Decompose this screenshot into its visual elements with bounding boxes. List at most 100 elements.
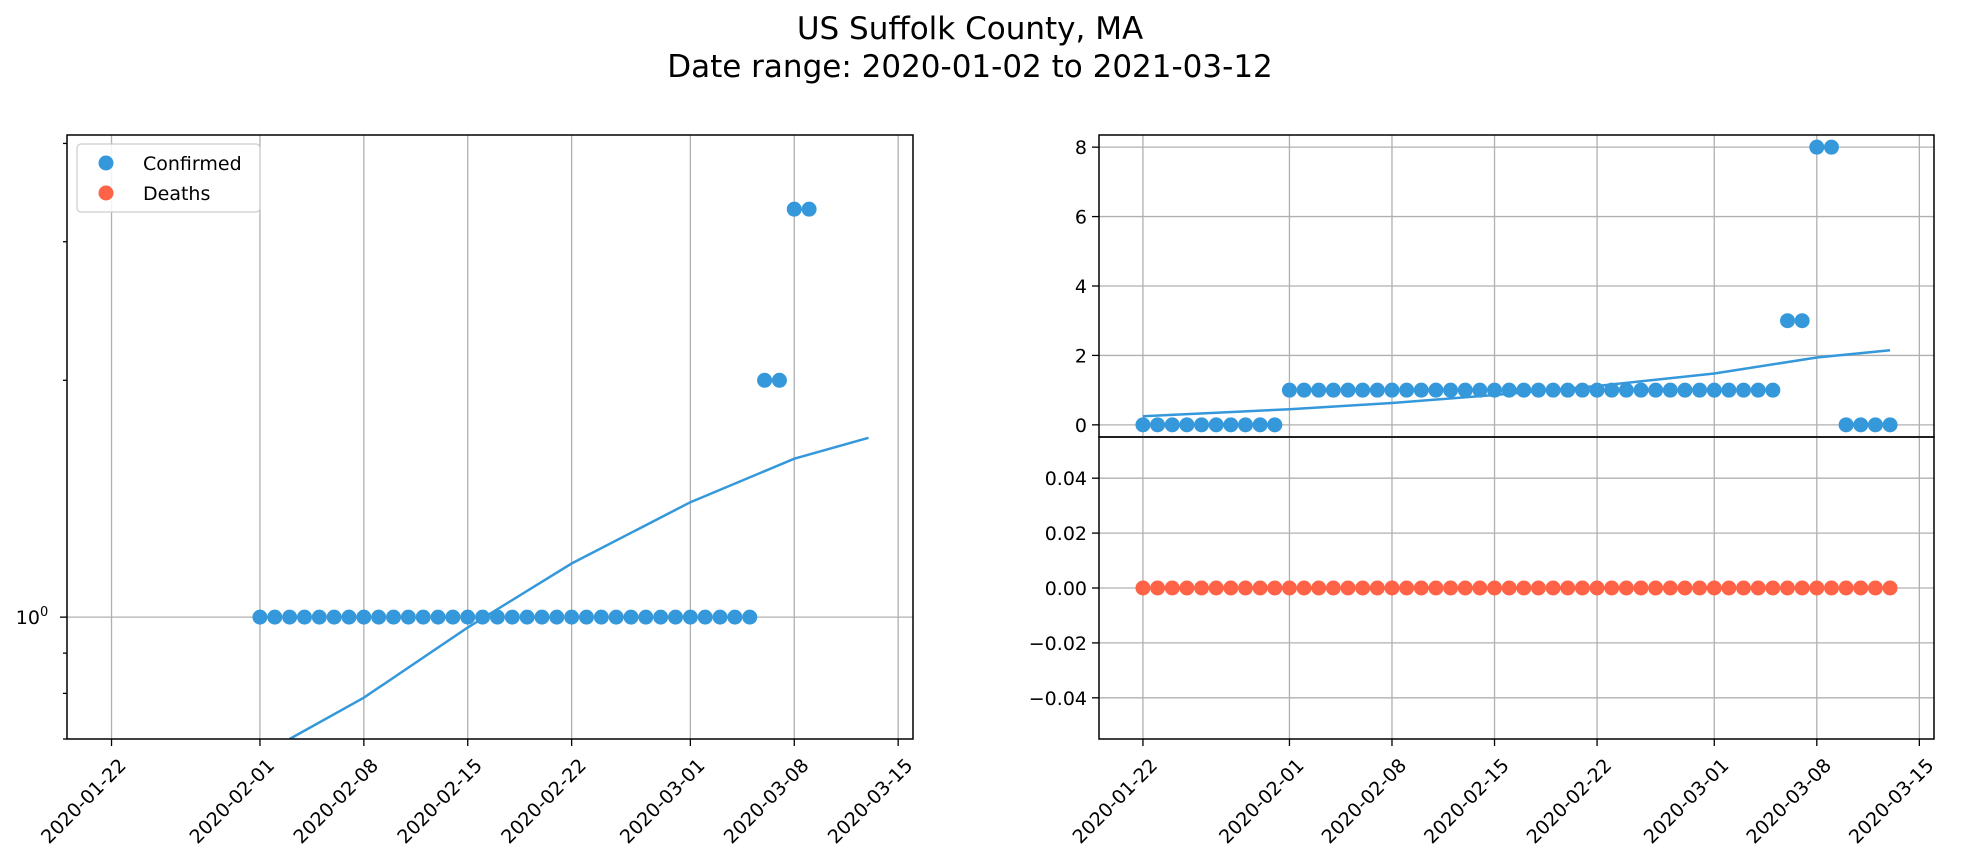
right-top-confirmed-point bbox=[1194, 417, 1210, 433]
right-top-confirmed-point bbox=[1530, 382, 1546, 398]
right-top-confirmed-point bbox=[1794, 313, 1810, 329]
right-bottom-deaths-point bbox=[1194, 580, 1210, 596]
right-bottom-deaths-point bbox=[1794, 580, 1810, 596]
right-bottom-deaths-point bbox=[1369, 580, 1385, 596]
left-trend-line-path bbox=[288, 436, 869, 739]
right-bottom-y-tick-label: 0.04 bbox=[1045, 468, 1087, 490]
right-top-confirmed-point bbox=[1252, 417, 1268, 433]
right-bottom-deaths-point bbox=[1252, 580, 1268, 596]
legend-deaths-marker bbox=[98, 185, 114, 201]
right-top-y-tick-label: 2 bbox=[1075, 345, 1087, 367]
right-bottom-deaths-point bbox=[1355, 580, 1371, 596]
right-top-confirmed-point bbox=[1457, 382, 1473, 398]
left-confirmed-point bbox=[578, 609, 594, 625]
right-bottom-deaths-point bbox=[1721, 580, 1737, 596]
right-bottom-deaths-point bbox=[1296, 580, 1312, 596]
left-confirmed-point bbox=[326, 609, 342, 625]
right-top-y-tick-label: 6 bbox=[1075, 207, 1087, 229]
right-top-confirmed-point bbox=[1867, 417, 1883, 433]
right-top-confirmed-point bbox=[1838, 417, 1854, 433]
legend-confirmed-marker bbox=[98, 155, 114, 171]
right-bottom-deaths-point bbox=[1633, 580, 1649, 596]
right-top-confirmed-point bbox=[1882, 417, 1898, 433]
right-top-confirmed-point bbox=[1208, 417, 1224, 433]
left-trend-line bbox=[288, 436, 869, 739]
right-bottom-deaths-point bbox=[1545, 580, 1561, 596]
left-confirmed-point bbox=[668, 609, 684, 625]
right-top-confirmed-point bbox=[1325, 382, 1341, 398]
right-bottom-deaths-point bbox=[1164, 580, 1180, 596]
right-top-confirmed-point bbox=[1692, 382, 1708, 398]
right-top-confirmed-point bbox=[1399, 382, 1415, 398]
right-bottom-y-tick-label: 0.00 bbox=[1045, 578, 1087, 600]
right-top-confirmed-points bbox=[1135, 139, 1898, 433]
right-bottom-deaths-point bbox=[1208, 580, 1224, 596]
right-bottom-deaths-point bbox=[1384, 580, 1400, 596]
left-y-tick-exponent: 0 bbox=[40, 605, 48, 620]
right-top-confirmed-point bbox=[1589, 382, 1605, 398]
right-top-confirmed-point bbox=[1340, 382, 1356, 398]
legend-box bbox=[76, 143, 261, 213]
left-confirmed-point bbox=[400, 609, 416, 625]
left-confirmed-point bbox=[771, 372, 787, 388]
right-bottom-deaths-point bbox=[1853, 580, 1869, 596]
right-bottom-deaths-point bbox=[1574, 580, 1590, 596]
right-top-confirmed-point bbox=[1545, 382, 1561, 398]
right-bottom-deaths-point bbox=[1750, 580, 1766, 596]
right-bottom-deaths-point bbox=[1237, 580, 1253, 596]
right-top-confirmed-point bbox=[1150, 417, 1166, 433]
right-bottom-deaths-point bbox=[1618, 580, 1634, 596]
left-confirmed-point bbox=[475, 609, 491, 625]
left-confirmed-point bbox=[430, 609, 446, 625]
right-top-confirmed-point bbox=[1750, 382, 1766, 398]
right-top-confirmed-point bbox=[1604, 382, 1620, 398]
left-confirmed-point bbox=[801, 201, 817, 217]
right-top-confirmed-point bbox=[1443, 382, 1459, 398]
right-top-confirmed-point bbox=[1560, 382, 1576, 398]
right-bottom-deaths-point bbox=[1677, 580, 1693, 596]
right-top-y-tick-label: 4 bbox=[1075, 276, 1087, 298]
left-y-ticks: 100 bbox=[16, 142, 67, 740]
left-plot-frame bbox=[66, 134, 914, 740]
right-bottom-deaths-point bbox=[1516, 580, 1532, 596]
right-bottom-deaths-point bbox=[1823, 580, 1839, 596]
left-confirmed-point bbox=[519, 609, 535, 625]
right-top-confirmed-point bbox=[1574, 382, 1590, 398]
left-confirmed-points bbox=[252, 201, 817, 625]
left-confirmed-point bbox=[296, 609, 312, 625]
right-bottom-deaths-point bbox=[1267, 580, 1283, 596]
left-confirmed-point bbox=[786, 201, 802, 217]
left-confirmed-point bbox=[386, 609, 402, 625]
right-top-confirmed-point bbox=[1823, 139, 1839, 155]
left-confirmed-point bbox=[504, 609, 520, 625]
right-top-confirmed-point bbox=[1662, 382, 1678, 398]
left-confirmed-point bbox=[623, 609, 639, 625]
right-bottom-deaths-point bbox=[1604, 580, 1620, 596]
right-top-confirmed-point bbox=[1267, 417, 1283, 433]
right-top-confirmed-point bbox=[1369, 382, 1385, 398]
legend-confirmed-label: Confirmed bbox=[143, 153, 242, 175]
confirmed-linear-panel: 0 2 4 6 8 bbox=[1075, 134, 1935, 438]
left-confirmed-point bbox=[697, 609, 713, 625]
right-bottom-deaths-point bbox=[1589, 580, 1605, 596]
right-bottom-deaths-point bbox=[1487, 580, 1503, 596]
right-top-confirmed-point bbox=[1780, 313, 1796, 329]
right-bottom-deaths-points bbox=[1135, 580, 1898, 596]
legend: Confirmed Deaths bbox=[76, 143, 261, 213]
right-top-confirmed-point bbox=[1516, 382, 1532, 398]
left-confirmed-point bbox=[638, 609, 654, 625]
right-bottom-deaths-point bbox=[1179, 580, 1195, 596]
left-confirmed-point bbox=[445, 609, 461, 625]
right-bottom-deaths-point bbox=[1530, 580, 1546, 596]
right-bottom-deaths-point bbox=[1560, 580, 1576, 596]
right-top-confirmed-point bbox=[1237, 417, 1253, 433]
right-bottom-deaths-point bbox=[1809, 580, 1825, 596]
right-bottom-deaths-point bbox=[1135, 580, 1151, 596]
left-confirmed-point bbox=[282, 609, 298, 625]
left-y-tick-label: 100 bbox=[16, 605, 48, 629]
right-top-y-tick-label: 0 bbox=[1075, 415, 1087, 437]
left-confirmed-point bbox=[593, 609, 609, 625]
right-top-confirmed-point bbox=[1648, 382, 1664, 398]
right-top-confirmed-point bbox=[1472, 382, 1488, 398]
